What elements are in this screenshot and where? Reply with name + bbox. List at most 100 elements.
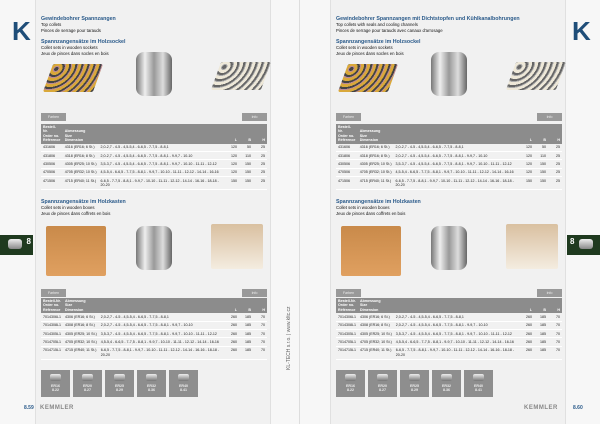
product-table: Bestell-Nr. Order no. Référence Abmessung… bbox=[41, 298, 267, 360]
table-row[interactable]: 7014306L1 4306 (ER16; 6 St.) 2,0-2,7 - 4-5… bbox=[41, 313, 267, 322]
page-header: Gewindebohrer Spannzangen Top collets Pinc… bbox=[41, 16, 267, 33]
related-product-tile[interactable]: ER20 8.27 bbox=[368, 370, 397, 397]
wooden-socket-image bbox=[42, 64, 104, 92]
page-number: 8.59 bbox=[24, 405, 34, 411]
related-product-ref: 8.36 bbox=[443, 388, 450, 393]
cell-order-no: 7014305L1 bbox=[41, 329, 63, 339]
cell-length: 260 bbox=[520, 337, 534, 347]
table-row[interactable]: 431606 4316 (ER16; 6 St.) 2,0-2,7 - 4-5 - … bbox=[41, 143, 267, 153]
related-product-tile[interactable]: ER16 8.22 bbox=[41, 370, 70, 397]
table-row[interactable]: 470506 4705 (ER32; 10 St.) 4,5-5,4 - 6-6,5… bbox=[41, 168, 267, 178]
cell-width: 150 bbox=[239, 176, 253, 191]
table-row[interactable]: 431806 4318 (ER16; 8 St.) 2,0-2,7 - 4-5 - … bbox=[41, 151, 267, 161]
cell-height: 70 bbox=[253, 346, 267, 360]
collet-icon bbox=[8, 239, 22, 249]
product-images bbox=[36, 218, 272, 280]
table-row[interactable]: 7014715L1 4715 (ER40; 11 St.) 6-6,5 - 7-7,… bbox=[336, 346, 562, 360]
header-order-no: Bestell-Nr. Order no. Référence bbox=[336, 124, 358, 144]
related-product-tile[interactable]: ER25 8.29 bbox=[400, 370, 429, 397]
related-product-tile[interactable]: ER20 8.27 bbox=[73, 370, 102, 397]
table-row[interactable]: 7014305L1 4305 (ER25; 10 St.) 3,5-3,7 - 4-… bbox=[41, 329, 267, 339]
table-row[interactable]: 471506 4715 (ER40; 11 St.) 6-6,5 - 7-7,5 -… bbox=[336, 176, 562, 191]
cell-width: 50 bbox=[534, 143, 548, 153]
colors-button[interactable]: Farben bbox=[41, 113, 66, 121]
info-button[interactable]: Info bbox=[537, 289, 562, 297]
cell-height: 70 bbox=[253, 321, 267, 331]
cell-height: 25 bbox=[253, 168, 267, 178]
colors-button[interactable]: Farben bbox=[41, 289, 66, 297]
product-images bbox=[36, 50, 272, 112]
cell-length: 150 bbox=[520, 176, 534, 191]
section-heading: Spannzangensätze im Holzkasten bbox=[41, 199, 126, 205]
cell-sizes: 2,0-2,7 - 4-5 - 4,5-5,4 - 6-6,5 - 7-7,5 … bbox=[393, 321, 520, 331]
colors-button[interactable]: Farben bbox=[336, 289, 361, 297]
left-page: K 8 Gewindebohrer Spannzangen Top collets Pi… bbox=[0, 0, 300, 424]
table-header-row: Bestell-Nr. Order no. Référence Abmessung… bbox=[336, 298, 562, 314]
table-row[interactable]: 7014715L1 4715 (ER40; 11 St.) 6-6,5 - 7-7,… bbox=[41, 346, 267, 360]
cell-sizes: 2,0-2,7 - 4-5 - 4,5-5,4 - 6-6,5 - 7-7,5 … bbox=[393, 143, 520, 153]
table-row[interactable]: 7014308L1 4308 (ER16; 8 St.) 2,0-2,7 - 4-5… bbox=[41, 321, 267, 331]
content-box: Gewindebohrer Spannzangen mit Dichtstopf… bbox=[330, 0, 567, 424]
related-product-name: ER25 bbox=[410, 384, 419, 388]
product-table: Bestell-Nr. Order no. Référence Abmessung… bbox=[41, 124, 267, 191]
cell-type: 4316 (ER16; 6 St.) bbox=[62, 143, 99, 153]
table-row[interactable]: 471506 4715 (ER40; 11 St.) 6-6,5 - 7-7,5 -… bbox=[41, 176, 267, 191]
related-product-name: ER25 bbox=[115, 384, 124, 388]
cell-length: 120 bbox=[225, 159, 239, 169]
cell-length: 260 bbox=[225, 321, 239, 331]
section-sub-en: Collet sets in wooden sockets bbox=[336, 45, 393, 50]
cell-length: 260 bbox=[520, 346, 534, 360]
box-drawing-image bbox=[506, 224, 558, 269]
related-product-tile[interactable]: ER32 8.36 bbox=[432, 370, 461, 397]
related-product-tile[interactable]: ER16 8.22 bbox=[336, 370, 365, 397]
table-row[interactable]: 7014705L1 4705 (ER32; 10 St.) 4,5-5,4 - 6-… bbox=[336, 337, 562, 347]
table-row[interactable]: 7014705L1 4705 (ER32; 10 St.) 4,5-5,4 - 6-… bbox=[41, 337, 267, 347]
table-row[interactable]: 7014305L1 4305 (ER25; 10 St.) 3,5-3,7 - 4-… bbox=[336, 329, 562, 339]
related-product-tile[interactable]: ER40 8.41 bbox=[464, 370, 493, 397]
related-product-tile[interactable]: ER32 8.36 bbox=[137, 370, 166, 397]
related-product-tile[interactable]: ER40 8.41 bbox=[169, 370, 198, 397]
cell-sizes: 6-6,5 - 7-7,5 - 8-8,1 - 9-9,7 - 10-10 - … bbox=[98, 176, 225, 191]
header-l: L bbox=[225, 124, 239, 144]
cell-width: 185 bbox=[534, 321, 548, 331]
cell-height: 25 bbox=[253, 143, 267, 153]
section-heading: Spannzangensätze im Holzsockel bbox=[336, 39, 421, 45]
chapter-tab[interactable]: 8 bbox=[0, 235, 33, 255]
related-product-tile[interactable]: ER25 8.29 bbox=[105, 370, 134, 397]
cell-width: 150 bbox=[239, 168, 253, 178]
header-l: L bbox=[520, 298, 534, 314]
title-en: Top collets bbox=[41, 22, 62, 27]
related-product-name: ER16 bbox=[51, 384, 60, 388]
table-row[interactable]: 470506 4705 (ER32; 10 St.) 4,5-5,4 - 6-6,5… bbox=[336, 168, 562, 178]
cell-length: 120 bbox=[520, 159, 534, 169]
cell-type: 4308 (ER16; 8 St.) bbox=[63, 321, 99, 331]
chapter-tab[interactable]: 8 bbox=[567, 235, 600, 255]
colors-button[interactable]: Farben bbox=[336, 113, 361, 121]
product-images bbox=[331, 50, 567, 112]
info-button[interactable]: Info bbox=[242, 289, 267, 297]
table-row[interactable]: 431806 4318 (ER16; 8 St.) 2,0-2,7 - 4-5 - … bbox=[336, 151, 562, 161]
cell-length: 260 bbox=[225, 337, 239, 347]
table-row[interactable]: 431606 4316 (ER16; 6 St.) 2,0-2,7 - 4-5 - … bbox=[336, 143, 562, 153]
product-table: Bestell-Nr. Order no. Référence Abmessung… bbox=[336, 298, 562, 360]
info-button[interactable]: Info bbox=[242, 113, 267, 121]
cell-type: 4316 (ER16; 6 St.) bbox=[357, 143, 394, 153]
table-row[interactable]: 430506 4305 (ER25; 10 St.) 3,5-3,7 - 4-5 -… bbox=[41, 159, 267, 169]
cell-length: 120 bbox=[520, 143, 534, 153]
table-row[interactable]: 430506 4305 (ER25; 10 St.) 3,5-3,7 - 4-5 -… bbox=[336, 159, 562, 169]
cell-type: 4308 (ER16; 8 St.) bbox=[358, 321, 394, 331]
cell-width: 150 bbox=[534, 176, 548, 191]
cell-width: 185 bbox=[239, 329, 253, 339]
cell-sizes: 2,0-2,7 - 4-5 - 4,5-5,4 - 6-6,5 - 7-7,5 … bbox=[98, 321, 225, 331]
section-header: Spannzangensätze im Holzkasten Collet set… bbox=[336, 196, 562, 216]
cell-length: 120 bbox=[520, 168, 534, 178]
section-sub-fr: Jeux de pinces dans socles en bois bbox=[336, 50, 404, 56]
header-b: B bbox=[534, 124, 548, 144]
table-row[interactable]: 7014306L1 4306 (ER16; 6 St.) 2,0-2,7 - 4-5… bbox=[336, 313, 562, 322]
cell-sizes: 6-6,5 - 7-7,5 - 8-8,1 - 9-9,7 - 10-10 - … bbox=[393, 176, 520, 191]
brand-logo: K bbox=[572, 16, 591, 46]
side-text: KL-TECH s.r.o. | www.kltc.cz bbox=[286, 306, 292, 370]
cell-length: 260 bbox=[520, 329, 534, 339]
info-button[interactable]: Info bbox=[537, 113, 562, 121]
table-row[interactable]: 7014308L1 4308 (ER16; 8 St.) 2,0-2,7 - 4-5… bbox=[336, 321, 562, 331]
